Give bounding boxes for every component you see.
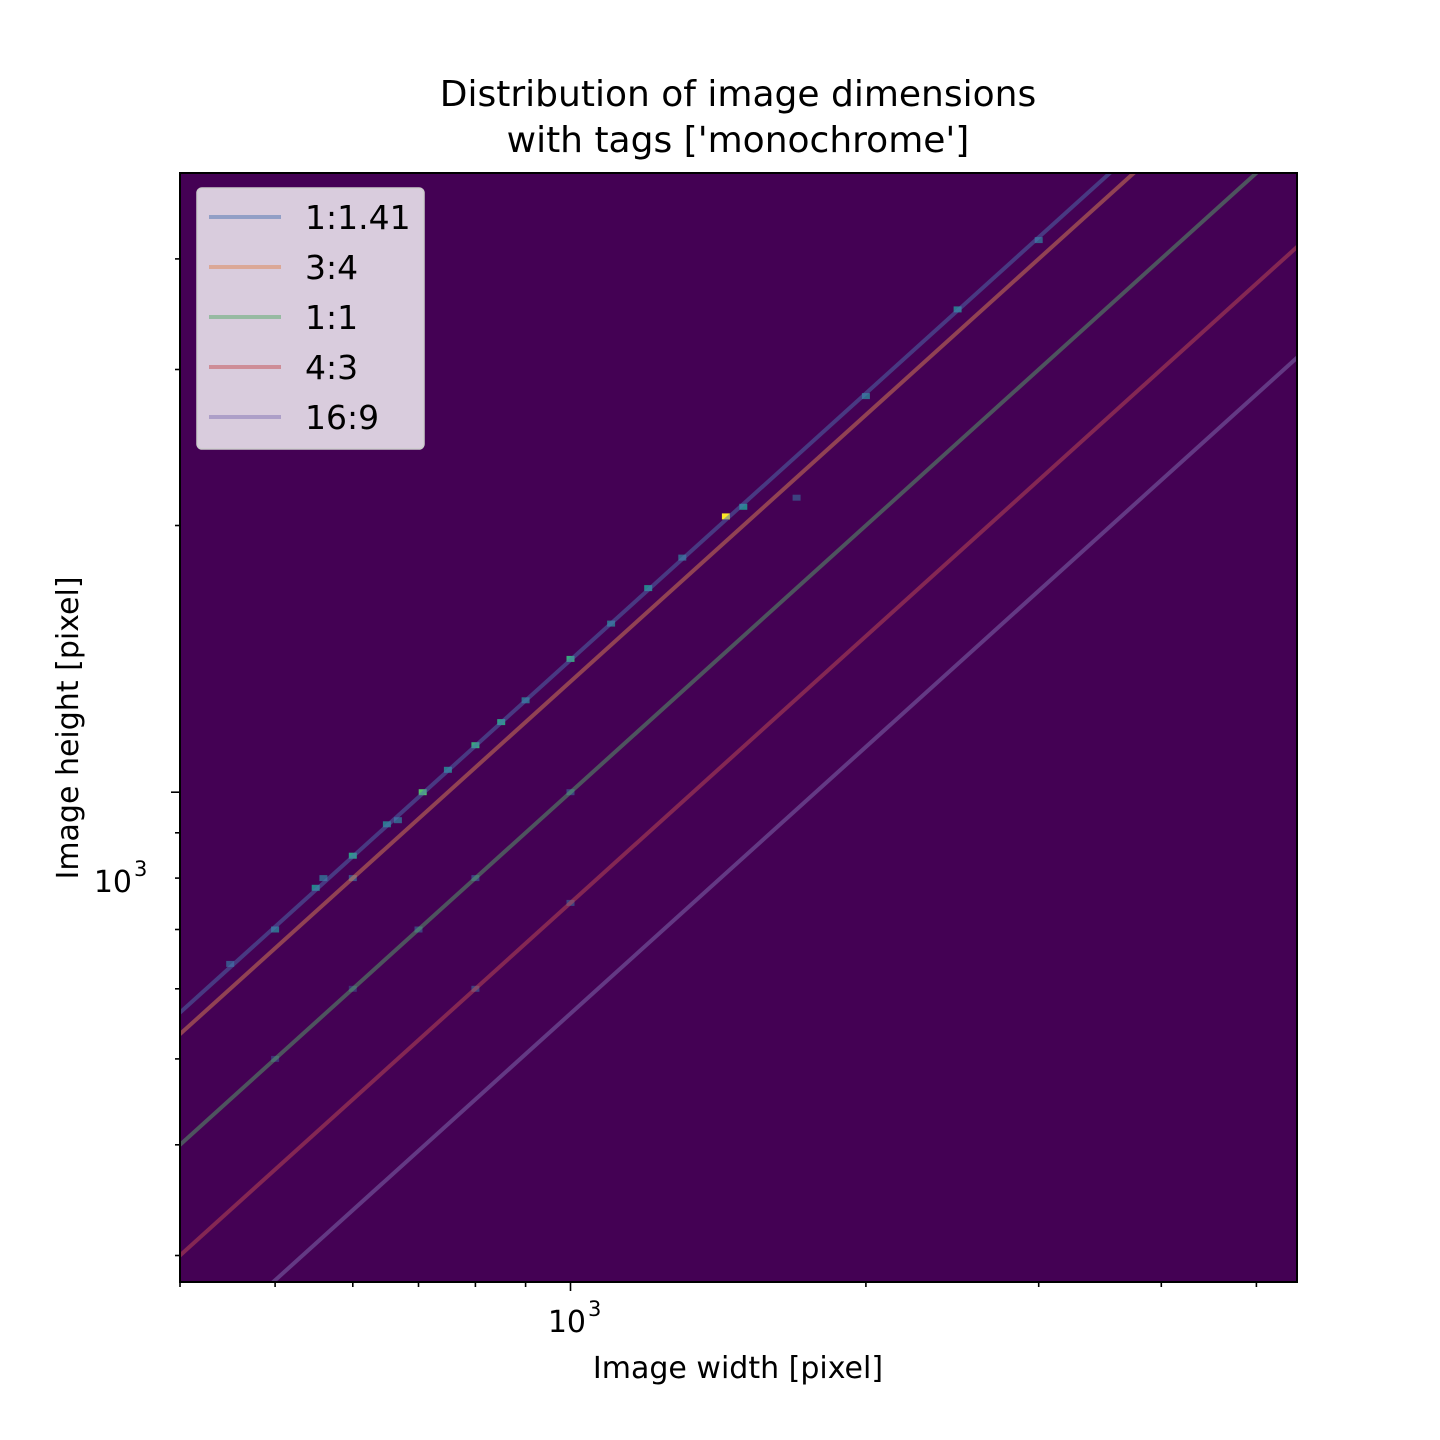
heatmap-cell bbox=[793, 495, 801, 501]
legend: 1:1.41 3:4 1:1 4:3 16:9 bbox=[197, 188, 424, 449]
legend-label: 1:1.41 bbox=[305, 198, 411, 237]
x-axis-label: Image width [pixel] bbox=[593, 1351, 883, 1386]
y-tick-label-exponent: 3 bbox=[134, 857, 147, 881]
legend-label: 3:4 bbox=[305, 248, 358, 287]
chart-title-line-1: Distribution of image dimensions bbox=[440, 74, 1036, 115]
legend-label: 1:1 bbox=[305, 298, 358, 337]
chart-title-line-2: with tags ['monochrome'] bbox=[507, 120, 970, 161]
x-tick-label-1000: 10 bbox=[548, 1305, 586, 1340]
y-axis-label: Image height [pixel] bbox=[51, 576, 86, 879]
x-tick-label-exponent: 3 bbox=[588, 1297, 601, 1321]
legend-label: 16:9 bbox=[305, 398, 379, 437]
y-tick-label-1000: 10 bbox=[94, 865, 132, 900]
legend-label: 4:3 bbox=[305, 348, 358, 387]
